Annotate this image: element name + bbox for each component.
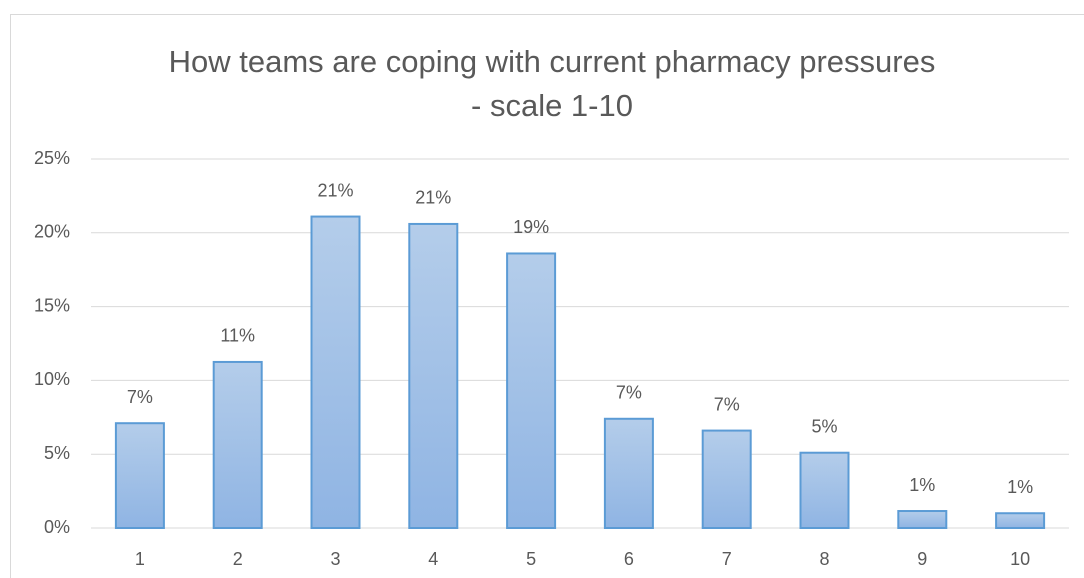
y-tick-label: 10% (34, 369, 70, 389)
bar (408, 222, 459, 529)
y-tick-label: 15% (34, 295, 70, 315)
x-tick-label: 1 (135, 549, 145, 569)
bar (701, 429, 752, 530)
data-label: 1% (909, 475, 935, 495)
chart-title: How teams are coping with current pharma… (168, 44, 936, 123)
x-tick-label: 6 (624, 549, 634, 569)
data-label: 5% (811, 416, 837, 436)
bar (603, 417, 654, 529)
bar (897, 510, 948, 529)
bar (995, 512, 1046, 529)
data-label: 19% (513, 217, 549, 237)
x-tick-label: 7 (722, 549, 732, 569)
bar (799, 451, 850, 529)
x-tick-label: 8 (819, 549, 829, 569)
x-tick-label: 2 (233, 549, 243, 569)
x-tick-label: 3 (330, 549, 340, 569)
data-label: 7% (616, 383, 642, 403)
data-label: 11% (220, 326, 255, 346)
data-label: 7% (714, 394, 740, 414)
bar (506, 252, 557, 530)
y-tick-label: 0% (44, 517, 70, 537)
y-tick-label: 25% (34, 148, 70, 168)
y-tick-label: 20% (34, 222, 70, 242)
bar (310, 215, 361, 529)
x-tick-label: 5 (526, 549, 536, 569)
bar (212, 360, 263, 530)
data-label: 7% (127, 387, 153, 407)
bar (114, 422, 165, 530)
data-label: 21% (415, 188, 451, 208)
data-label: 1% (1007, 477, 1033, 497)
x-tick-label: 9 (917, 549, 927, 569)
y-tick-label: 5% (44, 443, 70, 463)
x-tick-label: 10 (1010, 549, 1030, 569)
chart-border (10, 14, 1084, 578)
data-label: 21% (317, 180, 353, 200)
x-tick-label: 4 (428, 549, 438, 569)
